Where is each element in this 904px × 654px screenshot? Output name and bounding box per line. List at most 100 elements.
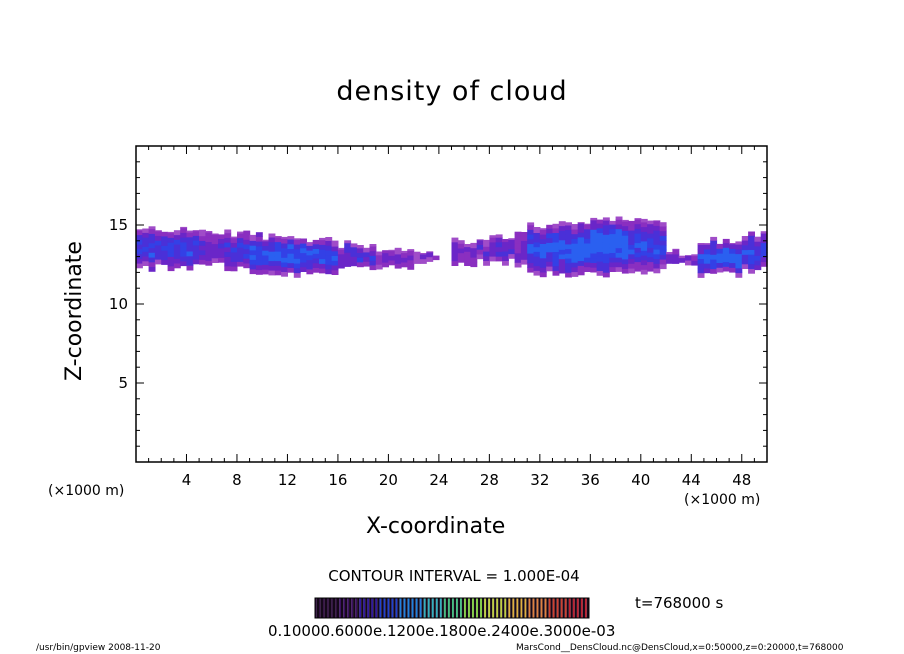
cloud-cell <box>565 262 572 269</box>
cloud-cell <box>319 268 326 274</box>
cloud-cell <box>255 250 263 256</box>
cloud-cell <box>470 261 478 268</box>
colorbar-gap <box>397 598 400 618</box>
cloud-cell <box>640 245 648 251</box>
cloud-cell <box>634 233 642 239</box>
cloud-cell <box>502 260 509 266</box>
cloud-cell <box>697 248 705 255</box>
cloud-cell <box>148 228 156 234</box>
cloud-cell <box>186 230 194 233</box>
cloud-cell <box>230 237 238 243</box>
cloud-cell <box>628 249 636 255</box>
cloud-cell <box>476 249 484 255</box>
cloud-cell <box>249 235 257 241</box>
cloud-cell <box>186 255 194 261</box>
cloud-cell <box>628 239 636 245</box>
cloud-cell <box>293 272 301 278</box>
cloud-cell <box>394 249 402 255</box>
cloud-cell <box>571 252 579 258</box>
cloud-cell <box>369 244 377 247</box>
cloud-cell <box>710 236 718 241</box>
colorbar-stripe <box>411 598 414 618</box>
cloud-cell <box>262 254 270 261</box>
cloud-cell <box>647 266 654 272</box>
cloud-cell <box>527 224 535 230</box>
cloud-cell <box>754 255 762 261</box>
cloud-cell <box>520 249 528 256</box>
cloud-cell <box>533 227 541 233</box>
cloud-cell <box>243 239 251 245</box>
cloud-cell <box>249 240 257 246</box>
cloud-cell <box>363 261 371 267</box>
cloud-cell <box>489 237 497 243</box>
cloud-cell <box>653 239 661 245</box>
cloud-cell <box>211 243 219 249</box>
cloud-cell <box>243 253 251 259</box>
x-tick-label: 36 <box>581 471 600 489</box>
cloud-cell <box>401 250 408 254</box>
cloud-cell <box>224 265 232 272</box>
cloud-cell <box>407 249 415 251</box>
colorbar-gap <box>469 598 473 618</box>
plot-frame <box>135 145 768 463</box>
cloud-cell <box>748 240 755 246</box>
cloud-cell <box>180 260 188 267</box>
cloud-cell <box>584 238 591 244</box>
cloud-cell <box>262 245 270 251</box>
cloud-cell <box>489 251 497 257</box>
colorbar-stripe <box>564 598 567 618</box>
cloud-cell <box>148 242 156 249</box>
cloud-cell <box>577 246 585 252</box>
cloud-cell <box>268 236 276 243</box>
cloud-cell <box>735 248 743 255</box>
cloud-cell <box>596 237 604 243</box>
cloud-cell <box>180 241 188 248</box>
cloud-cell <box>722 252 730 258</box>
cloud-cell <box>508 248 516 255</box>
cloud-cell <box>584 233 591 239</box>
colorbar-gap <box>353 598 356 618</box>
cloud-cell <box>640 221 648 228</box>
cloud-cell <box>672 253 680 260</box>
colorbar-gap <box>465 598 469 618</box>
cloud-cell <box>224 237 232 243</box>
colorbar-gap <box>461 598 465 618</box>
cloud-cell <box>634 228 642 234</box>
cloud-cell <box>375 259 383 265</box>
cloud-cell <box>224 246 232 253</box>
cloud-cell <box>476 253 484 260</box>
cloud-cell <box>401 257 408 263</box>
colorbar-gap <box>574 598 577 618</box>
cloud-cell <box>558 239 566 245</box>
cloud-cell <box>590 224 598 230</box>
cloud-cell <box>161 231 169 237</box>
cloud-cell <box>754 260 762 266</box>
cloud-cell <box>319 249 326 255</box>
cloud-cell <box>647 237 654 244</box>
cloud-cell <box>255 264 263 271</box>
cloud-cell <box>609 228 617 235</box>
cloud-cell <box>590 257 598 263</box>
cloud-cell <box>621 239 629 246</box>
cloud-cell <box>293 263 301 269</box>
colorbar-gap <box>562 598 565 618</box>
cloud-cell <box>735 253 743 259</box>
cloud-cell <box>136 234 143 240</box>
cloud-cell <box>748 249 755 255</box>
cloud-cell <box>571 238 579 244</box>
cloud-cell <box>748 231 755 236</box>
cloud-cell <box>495 237 503 243</box>
cloud-cell <box>224 261 232 267</box>
colorbar-stripe <box>556 598 559 618</box>
cloud-cell <box>224 229 232 234</box>
colorbar-gap <box>578 598 581 618</box>
cloud-cell <box>577 222 585 228</box>
cloud-cell <box>495 256 503 262</box>
cloud-cell <box>659 240 667 246</box>
cloud-cell <box>552 241 560 248</box>
colorbar-gap <box>506 598 509 618</box>
cloud-cell <box>255 269 263 275</box>
cloud-cell <box>136 244 143 250</box>
colorbar-gap <box>373 598 376 618</box>
cloud-cell <box>199 245 206 251</box>
